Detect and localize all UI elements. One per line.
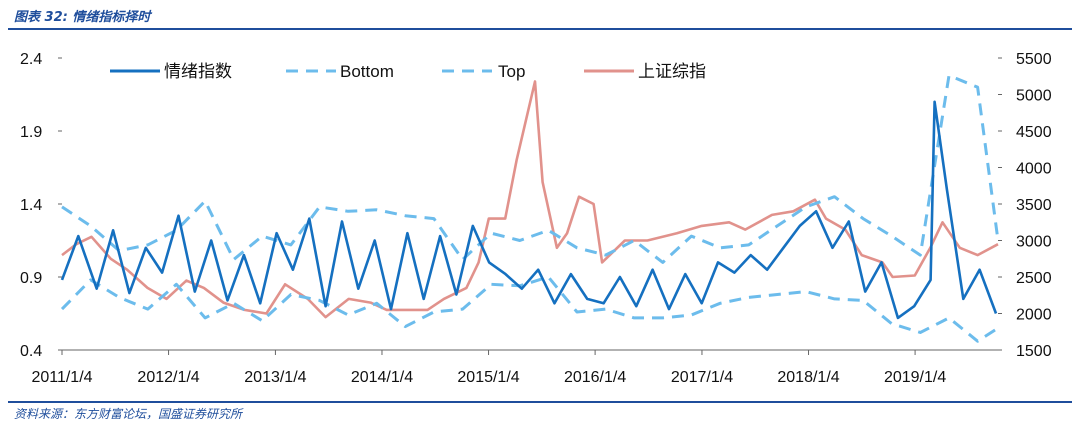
y-left-tick-label: 1.9 [20,124,42,141]
y-right-tick-label: 2500 [1016,270,1052,287]
figure-title: 图表 32: 情绪指标择时 [14,10,151,25]
x-axis-labels: 2011/1/4 2012/1/4 2013/1/4 2014/1/4 2015/1/4… [31,350,946,386]
y-right-tick-label: 5500 [1016,51,1052,68]
right-axis-labels: 1500 2000 2500 3000 3500 4000 4500 5000 5500 [998,51,1052,360]
x-tick-label: 2012/1/4 [137,369,199,386]
sentiment-index-line [60,100,998,320]
x-tick-label: 2017/1/4 [671,369,733,386]
y-left-tick-label: 1.4 [20,197,42,214]
sse-index-line [61,80,999,319]
y-right-tick-label: 3500 [1016,197,1052,214]
x-tick-label: 2018/1/4 [777,369,839,386]
source-note: 资料来源：东方财富论坛，国盛证券研究所 [14,407,243,421]
left-axis-labels: 0.4 0.9 1.4 1.9 2.4 [20,51,62,360]
top-band-line [61,74,1000,264]
y-right-tick-label: 4500 [1016,124,1052,141]
legend-label-sentiment: 情绪指数 [164,62,232,81]
legend-label-top: Top [498,62,525,81]
x-tick-label: 2013/1/4 [244,369,306,386]
chart-svg: 0.4 0.9 1.4 1.9 2.4 1500 2000 2500 3000 3500 4000… [20,51,1052,386]
x-tick-label: 2014/1/4 [351,369,413,386]
y-right-tick-label: 4000 [1016,161,1052,178]
x-tick-label: 2015/1/4 [457,369,519,386]
y-right-tick-label: 5000 [1016,88,1052,105]
bottom-rule [8,401,1072,403]
y-right-tick-label: 3000 [1016,234,1052,251]
x-tick-label: 2016/1/4 [564,369,626,386]
bottom-band-line [60,275,999,343]
legend-label-bottom: Bottom [340,62,394,81]
x-tick-label: 2011/1/4 [31,369,92,386]
y-left-tick-label: 2.4 [20,51,42,68]
y-left-tick-label: 0.4 [20,343,42,360]
x-tick-label: 2019/1/4 [884,369,946,386]
series-layer [60,74,1000,343]
y-right-tick-label: 1500 [1016,343,1052,360]
y-left-tick-label: 0.9 [20,270,42,287]
legend: 情绪指数 Bottom Top 上证综指 [110,62,706,81]
y-right-tick-label: 2000 [1016,307,1052,324]
legend-label-index: 上证综指 [638,62,706,81]
top-rule [8,28,1072,30]
